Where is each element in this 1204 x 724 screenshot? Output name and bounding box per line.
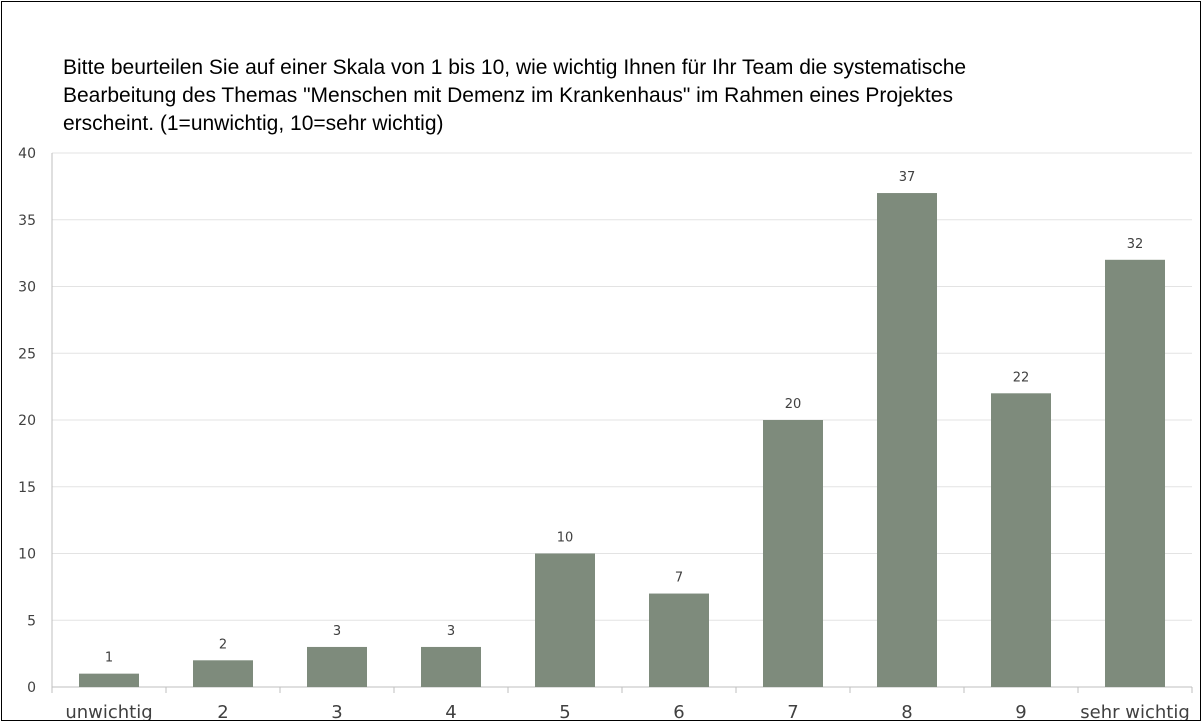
data-label: 20 (785, 397, 802, 412)
y-tick-label: 35 (18, 213, 36, 229)
bar (1105, 259, 1165, 687)
x-tick-label: 5 (559, 702, 570, 721)
data-label: 37 (899, 170, 916, 185)
x-tick-label: unwichtig (65, 702, 152, 721)
labels: 05101520253035401unwichtig22333410576207… (18, 146, 1190, 721)
y-tick-label: 0 (27, 680, 36, 696)
y-tick-label: 5 (27, 613, 36, 629)
y-tick-label: 25 (18, 346, 36, 362)
x-tick-label: 7 (787, 702, 798, 721)
data-label: 22 (1013, 370, 1030, 385)
bar (991, 393, 1051, 687)
x-tick-label: 2 (217, 702, 228, 721)
x-tick-label: 4 (445, 702, 456, 721)
x-tick-label: 8 (901, 702, 912, 721)
y-tick-label: 20 (18, 413, 36, 429)
bar (763, 420, 823, 687)
bars (79, 193, 1165, 688)
bar (193, 660, 253, 687)
data-label: 2 (219, 637, 227, 652)
y-tick-label: 10 (18, 547, 36, 563)
data-label: 1 (105, 651, 113, 666)
bar (649, 593, 709, 687)
chart-title: Bitte beurteilen Sie auf einer Skala von… (63, 56, 967, 135)
data-label: 3 (333, 624, 341, 639)
bar (307, 646, 367, 687)
bar (535, 553, 595, 687)
bar (79, 673, 139, 687)
x-tick-label: sehr wichtig (1080, 702, 1190, 721)
data-label: 10 (557, 531, 574, 546)
x-tick-label: 3 (331, 702, 342, 721)
data-label: 32 (1127, 237, 1144, 252)
data-label: 7 (675, 571, 683, 586)
x-tick-label: 9 (1015, 702, 1026, 721)
bar (877, 193, 937, 688)
bar (421, 646, 481, 687)
y-tick-label: 40 (18, 146, 36, 162)
x-tick-label: 6 (673, 702, 684, 721)
y-tick-label: 15 (18, 480, 36, 496)
y-tick-label: 30 (18, 280, 36, 296)
data-label: 3 (447, 624, 455, 639)
